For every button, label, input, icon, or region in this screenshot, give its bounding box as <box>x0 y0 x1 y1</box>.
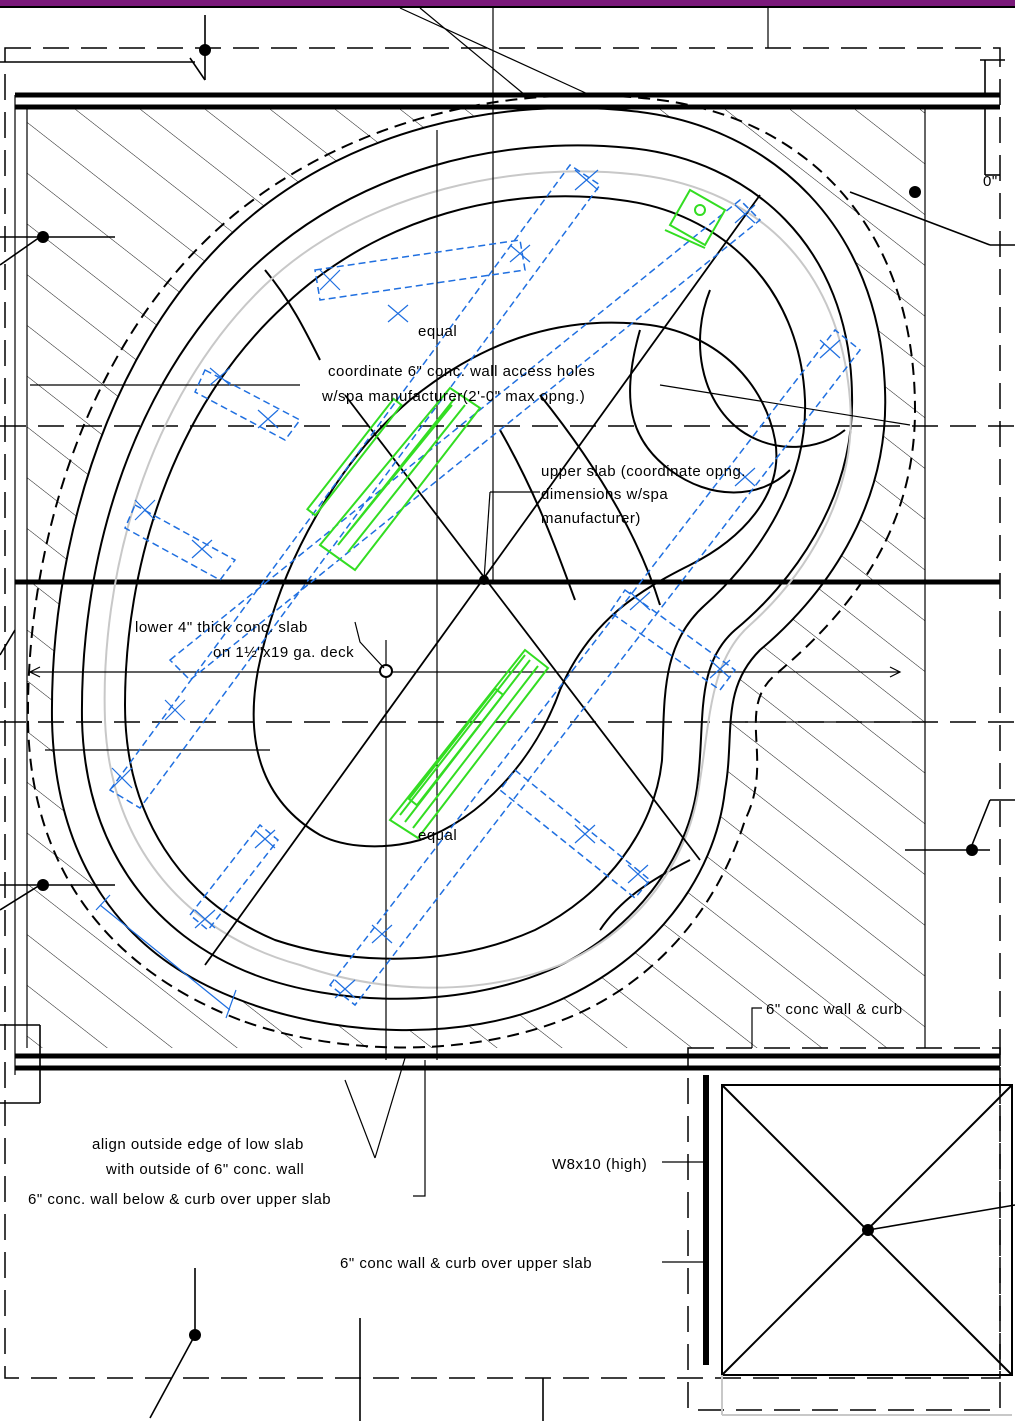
note-upper-slab-line-2: dimensions w/spa <box>541 486 668 503</box>
blue-joist-center <box>168 198 762 682</box>
blue-cross-4 <box>608 588 737 692</box>
spa-seat-arc-5 <box>264 269 321 361</box>
spa-seat-arc-3 <box>629 329 791 494</box>
spa-middle-wall <box>80 144 854 1000</box>
section-marker-right-2 <box>966 844 978 856</box>
spa-equipment-box <box>668 188 727 247</box>
spa-jet-upper <box>318 386 482 572</box>
equipment-pit <box>721 1084 1013 1376</box>
note-lower-slab-line-2: on 1½"x19 ga. deck <box>213 644 354 661</box>
hatched-slab-area <box>27 107 925 1048</box>
note-upper-slab-line-3: manufacturer) <box>541 510 641 527</box>
section-marker-left-2 <box>37 879 49 891</box>
spa-dashed-outline <box>26 94 917 1049</box>
sheet-border-top <box>0 0 1015 6</box>
blue-joist-left <box>108 163 602 809</box>
note-wall-below: 6" conc. wall below & curb over upper sl… <box>28 1191 331 1208</box>
blue-cross-2 <box>194 368 302 441</box>
note-conc-wall-curb: 6" conc wall & curb <box>766 1001 903 1018</box>
blue-cross-3 <box>124 503 237 581</box>
blue-cross-5 <box>498 768 652 900</box>
spa-seat-arc-4 <box>699 289 846 448</box>
section-marker-left-1 <box>37 231 49 243</box>
section-marker-bottom <box>189 1329 201 1341</box>
slab-center-marker <box>379 664 393 678</box>
note-access-holes-line-2: w/spa manufacturer(2'-0" max opng.) <box>321 388 585 405</box>
note-access-holes-line-1: coordinate 6" conc. wall access holes <box>328 363 595 380</box>
diagonal-line-2 <box>344 394 701 861</box>
note-wall-curb-upper: 6" conc wall & curb over upper slab <box>340 1255 592 1272</box>
label-equal-bottom: equal <box>418 827 457 844</box>
section-marker-top-left <box>199 44 211 56</box>
dashed-pit-outline <box>687 1047 1001 1411</box>
note-align-edge-line-2: with outside of 6" conc. wall <box>105 1161 304 1178</box>
blue-cross-6 <box>188 823 280 932</box>
dim-zero-label: 0" <box>983 173 998 190</box>
blue-cross-1 <box>314 239 526 301</box>
section-marker-right-1 <box>909 186 921 198</box>
note-align-edge-line-1: align outside edge of low slab <box>92 1136 304 1153</box>
note-upper-slab-line-1: upper slab (coordinate opng. <box>541 463 746 480</box>
blue-joist-right <box>328 328 862 1007</box>
spa-seat-arc-2 <box>539 394 661 606</box>
note-lower-slab-line-1: lower 4" thick conc. slab <box>135 619 308 636</box>
label-equal-top: equal <box>418 323 457 340</box>
dashed-outline-outer <box>4 47 1001 1379</box>
note-beam-w8x10: W8x10 (high) <box>552 1156 647 1173</box>
spa-seat-arc-1 <box>499 429 576 601</box>
spa-outer-wall <box>50 106 887 1032</box>
blue-edge-marker <box>99 904 231 1011</box>
spa-seat-arc-6 <box>599 859 691 931</box>
spa-ghost-outline <box>103 170 852 989</box>
